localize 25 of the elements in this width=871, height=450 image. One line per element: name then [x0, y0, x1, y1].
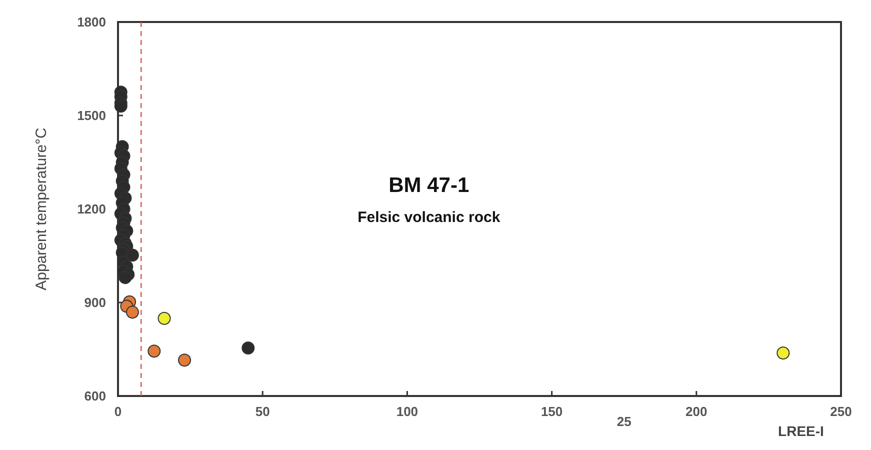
y-tick-label: 1500: [77, 108, 106, 124]
text: Felsic volcanic rock: [358, 209, 501, 226]
point: [148, 344, 161, 358]
y-tick-label: 1200: [77, 202, 106, 217]
x-tick-label: 100: [396, 404, 418, 419]
y-axis-title: Apparent temperature°C: [33, 127, 50, 290]
point: [118, 271, 132, 284]
x-tick-label: 150: [540, 404, 563, 419]
text: 25: [616, 414, 632, 429]
y-tick-label: 600: [84, 388, 106, 404]
point: [158, 312, 171, 325]
y-tick-label: 1800: [77, 14, 106, 30]
x-tick-label: 0: [114, 404, 122, 419]
text: BM 47-1: [388, 174, 470, 197]
point: [126, 306, 139, 319]
point: [126, 248, 139, 262]
point: [242, 342, 255, 355]
point: [776, 346, 790, 360]
x-tick-label: 250: [830, 404, 852, 419]
x-tick-label: 200: [686, 404, 708, 419]
y-tick-label: 900: [84, 295, 106, 310]
x-tick-label: 50: [255, 404, 270, 419]
x-axis-title: LREE-I: [778, 423, 824, 439]
point: [178, 354, 192, 367]
point: [114, 100, 128, 113]
